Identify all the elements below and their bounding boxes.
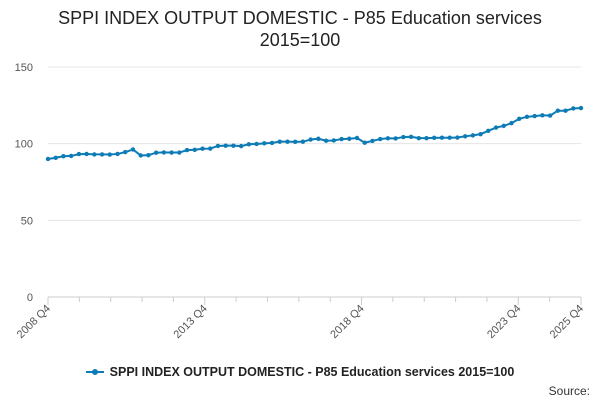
data-point [470,133,476,138]
data-point [231,143,236,148]
data-point [447,135,452,140]
data-point [432,135,437,141]
data-point [200,146,205,151]
data-point [385,136,391,141]
data-point [547,113,553,118]
chart-title-line-2: 2015=100 [259,30,341,50]
data-point [184,147,190,153]
data-point [439,135,445,140]
data-point [571,106,576,111]
data-point [540,113,545,118]
x-tick-label: 2023 Q4 [485,303,523,341]
data-point [99,152,105,157]
data-point [130,147,136,152]
data-point [123,149,128,155]
data-point [501,123,506,129]
x-tick-label: 2013 Q4 [172,303,210,341]
data-point [370,138,375,144]
data-point [208,146,213,151]
data-point [331,138,337,143]
x-tick-label: 2018 Q4 [328,303,366,341]
data-point [45,156,51,162]
data-point [578,105,584,111]
data-point [347,136,352,141]
data-point [377,136,383,142]
data-point [354,135,360,141]
data-point [563,108,568,113]
y-tick-label: 100 [15,139,33,151]
data-point [285,139,290,144]
y-tick-label: 50 [21,215,33,227]
data-point [138,153,143,158]
data-point [393,136,398,141]
data-point [269,140,275,146]
data-point [177,150,182,155]
data-point [84,151,89,157]
data-point [146,152,151,158]
x-tick-label: 2008 Q4 [15,303,53,341]
data-point [300,139,306,144]
data-point [308,137,313,142]
data-point [76,151,82,157]
data-point [215,143,221,149]
data-point [107,152,112,157]
data-point [238,143,244,149]
data-point [424,135,429,141]
data-point [161,150,167,155]
data-point [408,134,414,139]
data-point [493,125,499,130]
chart-title-line-1: SPPI INDEX OUTPUT DOMESTIC - P85 Educati… [58,8,542,28]
data-point [362,140,367,145]
data-point [246,142,252,147]
data-point [153,150,159,155]
data-point [115,151,120,157]
legend-swatch [85,367,104,377]
data-point [68,153,74,159]
series-line [47,107,582,160]
data-point [478,131,483,137]
data-point [455,135,460,140]
data-point [254,141,259,147]
data-point [509,120,514,126]
y-tick-label: 150 [15,62,33,74]
data-point [339,136,344,142]
data-point [262,141,267,146]
data-point [517,116,522,122]
data-point [53,155,58,160]
data-point [462,134,468,139]
source-label: Source: [548,384,590,398]
data-point [169,150,174,155]
data-point [524,114,530,120]
data-point [555,108,561,113]
data-point [416,135,421,141]
data-point [323,138,329,143]
data-point [192,147,197,152]
data-point [223,143,228,148]
data-point [92,152,97,157]
data-point [401,134,406,140]
y-tick-label: 0 [27,292,33,304]
data-point [486,128,491,133]
data-point [61,154,66,159]
data-point [532,113,537,119]
data-point [292,139,298,145]
data-point [316,136,321,141]
legend-label: SPPI INDEX OUTPUT DOMESTIC - P85 Educati… [109,365,515,379]
x-tick-label: 2025 Q4 [548,303,586,341]
data-point [277,139,282,144]
legend[interactable]: SPPI INDEX OUTPUT DOMESTIC - P85 Educati… [0,365,600,379]
